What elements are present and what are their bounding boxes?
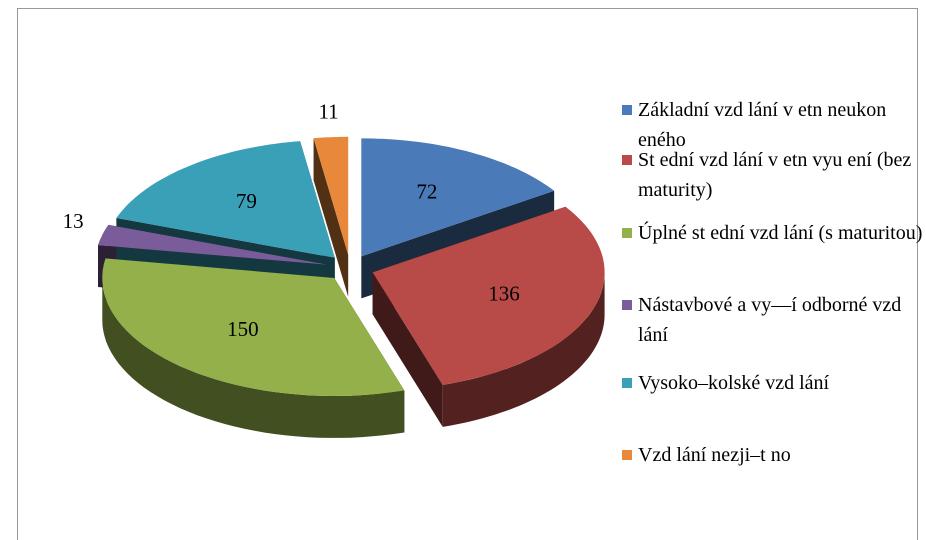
legend-swatch xyxy=(622,450,632,460)
data-label: 13 xyxy=(63,209,84,233)
data-label: 72 xyxy=(416,180,437,204)
data-label: 150 xyxy=(227,317,259,341)
slice xyxy=(98,224,327,265)
legend-label: Vysoko–kolské vzd lání xyxy=(638,372,830,394)
slice xyxy=(313,136,349,255)
slice-edge xyxy=(313,138,349,297)
slice xyxy=(361,138,555,257)
legend-item: Úplné st ední vzd lání (s maturitou) xyxy=(622,218,923,248)
slice xyxy=(116,141,335,258)
legend-swatch xyxy=(622,228,632,238)
data-label: 136 xyxy=(488,282,520,306)
legend-item: Nástavbové a vy—í odborné vzd lání xyxy=(622,290,923,350)
chart-border xyxy=(17,8,918,540)
slice-edge xyxy=(372,272,443,427)
data-label: 79 xyxy=(236,189,257,213)
legend-item: Vysoko–kolské vzd lání xyxy=(622,368,923,398)
legend-swatch xyxy=(622,378,632,388)
data-label: 11 xyxy=(318,100,338,124)
slice-side xyxy=(442,272,605,427)
legend-item: Základní vzd lání v etn neukon eného xyxy=(622,95,923,155)
legend-swatch xyxy=(622,155,632,165)
slice xyxy=(102,258,405,396)
legend-label: Nástavbové a vy—í odborné vzd lání xyxy=(638,294,902,346)
legend-item: Vzd lání nezji–t no xyxy=(622,440,923,470)
legend-swatch xyxy=(622,300,632,310)
legend-swatch xyxy=(622,105,632,115)
legend-label: Vzd lání nezji–t no xyxy=(638,444,791,466)
legend-label: Úplné st ední vzd lání (s maturitou) xyxy=(638,222,923,244)
legend-label: Základní vzd lání v etn neukon eného xyxy=(638,99,887,151)
legend-label: St ední vzd lání v etn vyu ení (bez matu… xyxy=(638,149,912,201)
legend-item: St ední vzd lání v etn vyu ení (bez matu… xyxy=(622,145,923,205)
slice xyxy=(372,206,605,385)
slice-side xyxy=(102,278,405,438)
